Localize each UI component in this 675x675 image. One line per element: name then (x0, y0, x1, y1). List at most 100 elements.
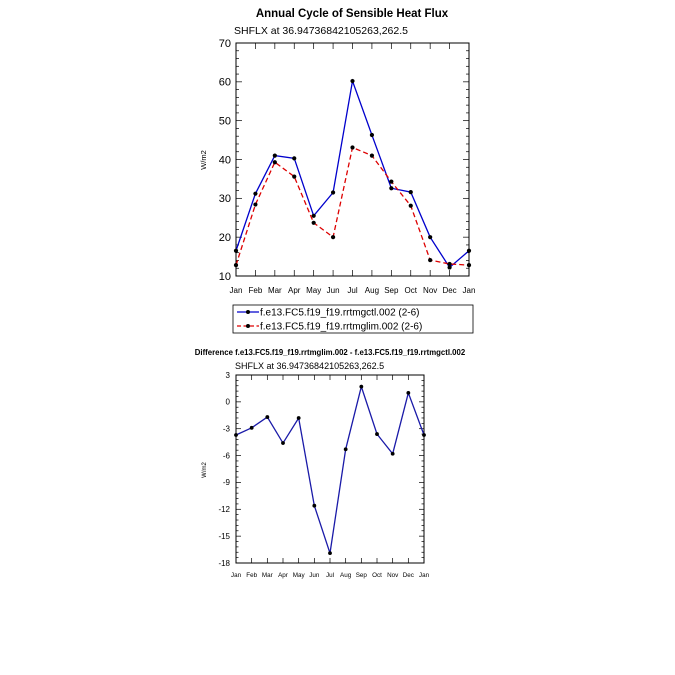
chart1-y-ticks: 10 20 30 40 50 60 70 (219, 38, 469, 283)
y-tick-label: 50 (219, 116, 231, 128)
y-tick-label: 0 (226, 398, 231, 407)
chart1-legend: f.e13.FC5.f19_f19.rrtmgctl.002 (2-6) f.e… (232, 304, 474, 334)
data-point-s0-5 (312, 503, 317, 508)
x-tick-label: Dec (403, 572, 414, 579)
series-line-1 (235, 146, 470, 266)
chart1-plot-area (235, 42, 470, 277)
x-tick-label: Jan (419, 572, 430, 579)
x-tick-label: Feb (246, 572, 257, 579)
data-point-s1-10 (428, 257, 433, 263)
data-point-s0-1 (249, 425, 254, 430)
series-line-0 (235, 78, 470, 269)
data-point-s0-5 (330, 190, 336, 195)
x-tick-label: Oct (405, 286, 418, 295)
chart2-title: Difference f.e13.FC5.f19_f19.rrtmglim.00… (195, 348, 466, 357)
difference-chart: Difference f.e13.FC5.f19_f19.rrtmglim.00… (195, 348, 466, 579)
y-tick-label: 60 (219, 77, 231, 89)
x-tick-label: Dec (442, 286, 456, 295)
data-point-s0-7 (369, 132, 375, 138)
chart2-subtitle: SHFLX at 36.94736842105263,262.5 (235, 361, 384, 371)
data-point-s0-3 (292, 156, 297, 161)
data-point-s0-8 (389, 186, 394, 191)
data-point-s0-7 (343, 447, 348, 452)
data-point-s1-11 (447, 261, 452, 267)
x-tick-label: Mar (262, 572, 273, 579)
x-tick-label: Jan (463, 286, 476, 295)
data-point-s0-6 (350, 78, 355, 84)
chart2-y-axis-label: W/m2 (202, 462, 208, 478)
data-point-s0-9 (408, 190, 413, 195)
y-tick-label: 20 (219, 232, 231, 244)
y-tick-label: 70 (219, 38, 231, 50)
x-tick-label: May (293, 572, 306, 579)
data-point-s1-4 (311, 220, 316, 225)
legend-label-ctl: f.e13.FC5.f19_f19.rrtmgctl.002 (2-6) (260, 308, 420, 319)
x-tick-label: Nov (387, 572, 399, 579)
data-point-s1-8 (389, 179, 394, 184)
y-tick-label: -12 (218, 505, 230, 514)
data-point-s0-11 (406, 391, 411, 395)
x-tick-label: Jul (347, 286, 357, 295)
series-line-0 (235, 384, 425, 554)
x-tick-label: Jul (326, 572, 334, 579)
data-point-s0-2 (265, 415, 270, 419)
chart1-x-ticks: Jan Feb Mar Apr May Jun Jul Aug Sep Oct Nov Dec Jan (230, 43, 476, 295)
x-tick-label: Mar (268, 286, 282, 295)
data-point-s0-4 (311, 213, 316, 218)
data-point-s1-12 (466, 263, 472, 268)
x-tick-label: Jun (327, 286, 340, 295)
data-point-s0-11 (447, 265, 452, 270)
data-point-s0-10 (390, 451, 395, 456)
x-tick-label: Sep (356, 572, 368, 579)
data-point-s0-10 (428, 235, 433, 240)
legend-label-lim: f.e13.FC5.f19_f19.rrtmglim.002 (2-6) (260, 322, 422, 333)
x-tick-label: Jan (230, 286, 243, 295)
chart2-x-ticks: Jan Feb Mar Apr May Jun Jul Aug Sep Oct Nov Dec Jan (231, 375, 430, 579)
legend-box (232, 304, 474, 334)
y-tick-label: -9 (223, 478, 231, 487)
data-point-s1-3 (292, 174, 297, 179)
y-tick-label: 3 (226, 371, 231, 380)
y-tick-label: -18 (218, 559, 230, 568)
data-point-s0-9 (375, 432, 379, 436)
y-tick-label: -15 (218, 532, 230, 541)
y-tick-label: 10 (219, 271, 231, 283)
y-tick-label: -3 (223, 425, 231, 434)
data-point-s0-3 (281, 441, 285, 445)
y-tick-label: 30 (219, 193, 231, 205)
data-point-s1-7 (369, 153, 375, 158)
data-point-s0-0 (233, 248, 239, 253)
data-point-s1-0 (233, 263, 239, 268)
data-point-s1-1 (253, 202, 258, 207)
x-tick-label: Aug (365, 286, 379, 295)
legend-marker-ctl (246, 310, 250, 314)
chart2-y-ticks: -18 -15 -12 -9 -6 -3 0 3 (218, 371, 424, 568)
x-tick-label: Feb (249, 286, 263, 295)
data-point-s0-8 (359, 384, 364, 389)
data-point-s0-1 (253, 191, 258, 196)
data-point-s0-12 (466, 248, 472, 253)
data-point-s1-2 (272, 160, 277, 165)
data-point-s0-6 (328, 551, 332, 556)
y-tick-label: 40 (219, 154, 231, 166)
data-point-s1-9 (408, 203, 413, 208)
x-tick-label: Jan (231, 572, 242, 579)
x-tick-label: Apr (278, 572, 288, 579)
data-point-s0-0 (234, 433, 238, 437)
chart1-series-layer (233, 78, 472, 270)
x-tick-label: Apr (288, 286, 301, 295)
x-tick-label: Aug (340, 572, 352, 579)
chart2-plot-area (235, 374, 425, 564)
chart1-y-axis-label: W/m2 (199, 150, 208, 170)
x-tick-label: May (306, 286, 321, 295)
data-point-s0-4 (296, 416, 301, 420)
data-point-s0-12 (422, 433, 426, 437)
data-point-s1-6 (350, 145, 355, 150)
chart1-subtitle: SHFLX at 36.94736842105263,262.5 (234, 25, 408, 37)
annual-cycle-chart: Annual Cycle of Sensible Heat Flux SHFLX… (199, 8, 476, 334)
data-point-s0-2 (272, 153, 277, 158)
legend-marker-lim (246, 324, 250, 328)
x-tick-label: Nov (423, 286, 437, 295)
y-tick-label: -6 (223, 451, 231, 460)
